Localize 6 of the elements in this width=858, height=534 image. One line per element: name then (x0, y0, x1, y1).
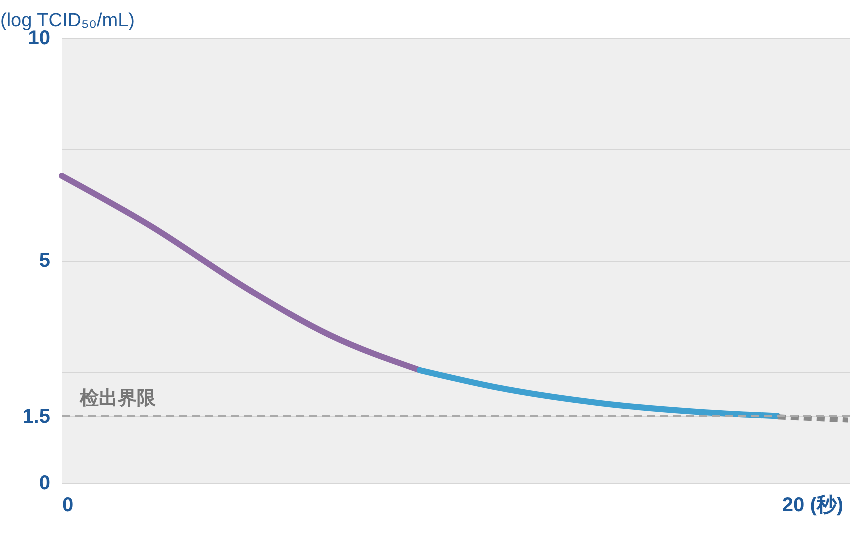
y-tick-label: 5 (39, 250, 50, 272)
y-axis-title: (log TCID₅₀/mL) (0, 10, 135, 32)
ref-line-label: 检出界限 (79, 387, 157, 410)
y-tick-label: 0 (39, 472, 50, 494)
y-tick-label: 1.5 (22, 406, 50, 428)
x-tick-label: 20 (秒) (782, 494, 844, 516)
